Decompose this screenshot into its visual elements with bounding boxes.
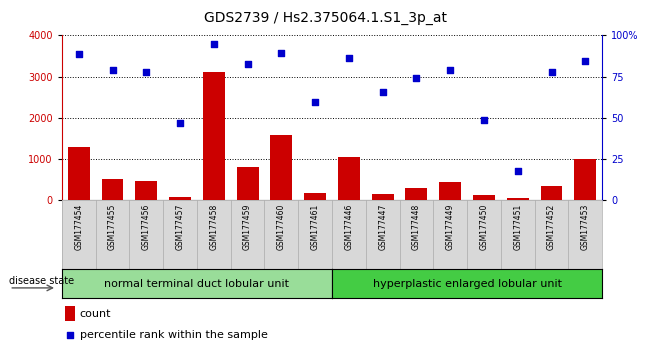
Point <box>276 50 286 56</box>
Point <box>141 70 152 75</box>
Text: GSM177457: GSM177457 <box>176 204 184 250</box>
Bar <box>506 198 529 200</box>
Point <box>445 67 456 73</box>
Point <box>208 41 219 46</box>
Text: GSM177447: GSM177447 <box>378 204 387 250</box>
Bar <box>406 188 428 200</box>
Bar <box>270 135 292 200</box>
Bar <box>338 157 360 200</box>
Point <box>242 61 253 67</box>
Text: GSM177460: GSM177460 <box>277 204 286 250</box>
Bar <box>236 167 258 200</box>
Text: GSM177461: GSM177461 <box>311 204 320 250</box>
Text: GSM177450: GSM177450 <box>480 204 488 250</box>
Text: GSM177456: GSM177456 <box>142 204 151 250</box>
Point <box>546 70 557 75</box>
Bar <box>574 159 596 200</box>
Point <box>107 68 118 73</box>
Text: GSM177455: GSM177455 <box>108 204 117 250</box>
Bar <box>473 195 495 200</box>
Text: GSM177458: GSM177458 <box>210 204 218 250</box>
Point <box>344 55 354 61</box>
Point <box>478 117 489 123</box>
Text: hyperplastic enlarged lobular unit: hyperplastic enlarged lobular unit <box>372 279 562 289</box>
Point <box>175 120 186 126</box>
Point <box>310 99 320 105</box>
Text: GSM177459: GSM177459 <box>243 204 252 250</box>
Point <box>74 51 84 57</box>
Text: disease state: disease state <box>9 276 74 286</box>
Text: GSM177449: GSM177449 <box>446 204 454 250</box>
Text: normal terminal duct lobular unit: normal terminal duct lobular unit <box>104 279 290 289</box>
Bar <box>68 147 90 200</box>
Bar <box>135 182 158 200</box>
Bar <box>65 306 75 321</box>
Bar <box>169 197 191 200</box>
Text: GSM177451: GSM177451 <box>513 204 522 250</box>
Text: GSM177448: GSM177448 <box>412 204 421 250</box>
Text: GSM177452: GSM177452 <box>547 204 556 250</box>
Bar <box>102 179 124 200</box>
Text: count: count <box>79 308 111 319</box>
Bar <box>439 182 461 200</box>
Point <box>65 332 75 338</box>
Bar <box>304 193 326 200</box>
Point <box>411 75 422 81</box>
Bar <box>203 73 225 200</box>
Text: GSM177454: GSM177454 <box>74 204 83 250</box>
Text: GSM177453: GSM177453 <box>581 204 590 250</box>
Text: percentile rank within the sample: percentile rank within the sample <box>79 330 268 340</box>
Text: GDS2739 / Hs2.375064.1.S1_3p_at: GDS2739 / Hs2.375064.1.S1_3p_at <box>204 11 447 25</box>
Text: GSM177446: GSM177446 <box>344 204 353 250</box>
Point <box>580 58 590 64</box>
Bar <box>540 185 562 200</box>
Point <box>378 89 388 95</box>
Bar <box>372 194 394 200</box>
Point <box>512 169 523 174</box>
